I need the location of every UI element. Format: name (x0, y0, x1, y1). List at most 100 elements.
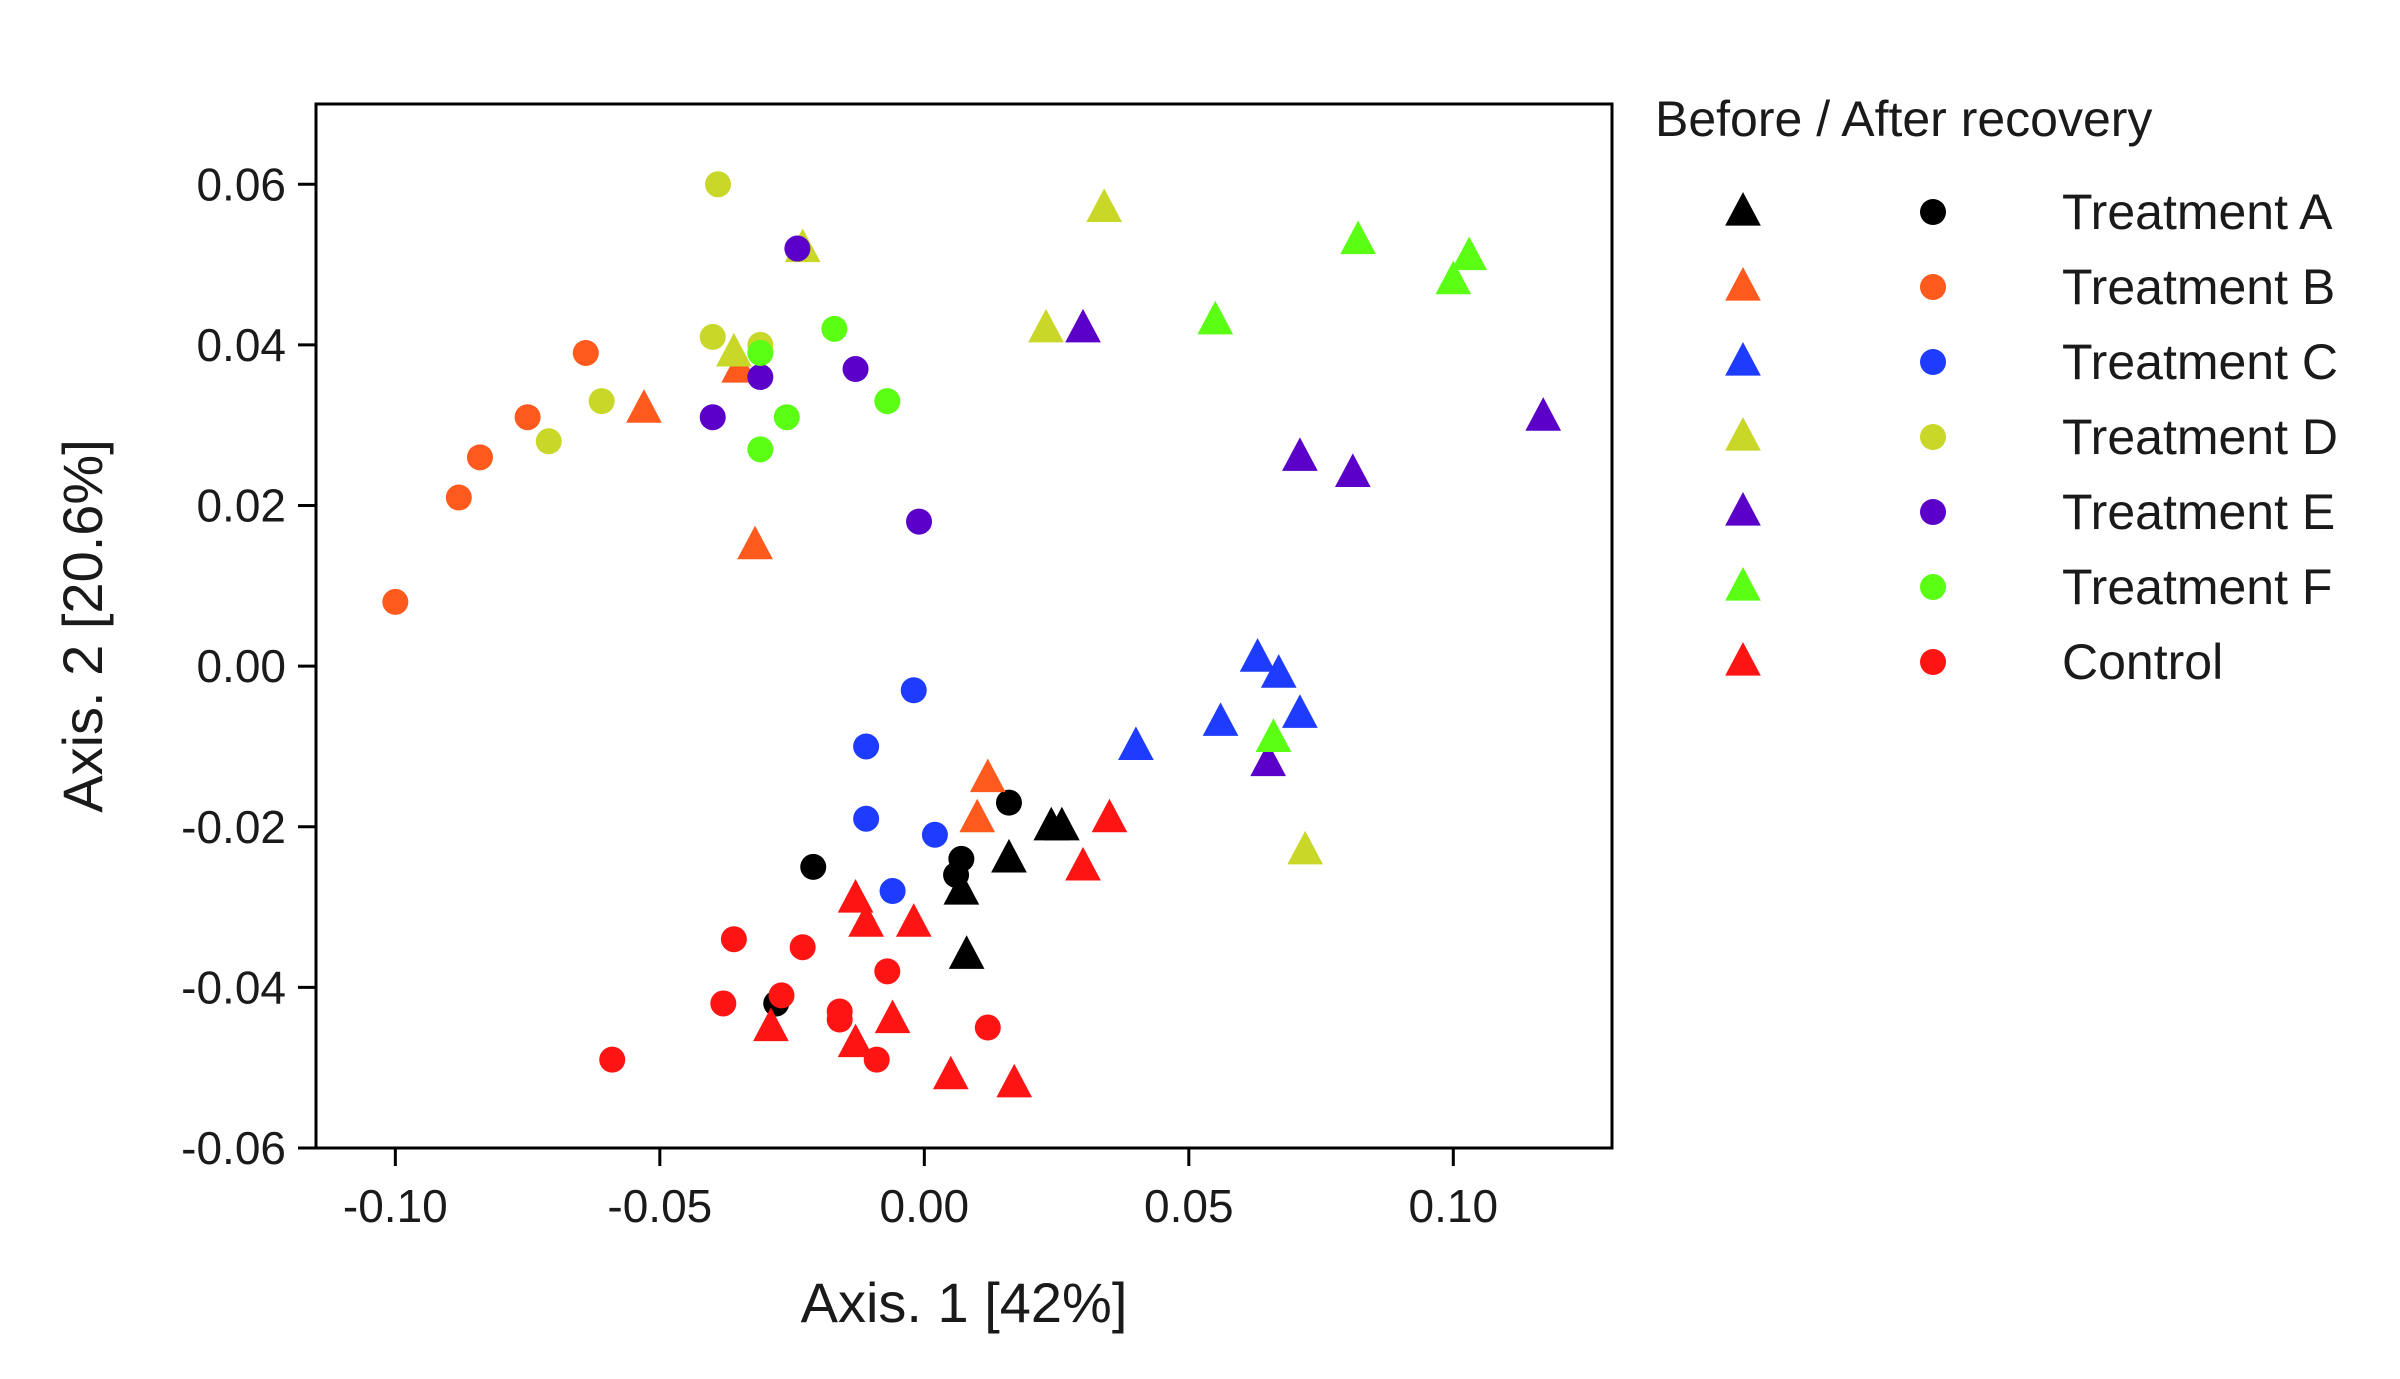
treatment-d-before-point (1287, 830, 1324, 865)
treatment-b-after-point (466, 444, 493, 471)
treatment-c-after-point (853, 733, 880, 760)
treatment-b-after-point (572, 339, 599, 366)
x-tick-label: -0.05 (607, 1180, 712, 1232)
treatment-e-before-point (1282, 437, 1318, 471)
treatment-b-after-point (445, 484, 472, 511)
plot-frame (314, 102, 1614, 1150)
legend-label-treatment-e: Treatment E (2062, 484, 2335, 540)
control-before-point (848, 903, 884, 937)
control-after-point (789, 934, 816, 961)
treatment-c-after-point (921, 821, 948, 848)
treatment-c-after-point (853, 805, 880, 832)
legend-circle-treatment-b (1920, 274, 1946, 300)
treatment-d-after-point (535, 428, 562, 455)
treatment-f-before-point (1451, 236, 1488, 271)
treatment-d-after-point (588, 388, 615, 415)
data-points (382, 171, 1562, 1098)
control-after-point (710, 990, 737, 1017)
x-tick-label: 0.10 (1409, 1180, 1499, 1232)
treatment-b-before-point (959, 798, 996, 833)
treatment-e-after-point (699, 404, 726, 431)
control-before-point (996, 1063, 1033, 1098)
legend: Before / After recovery Treatment A Treat… (1655, 91, 2338, 690)
treatment-c-before-point (1202, 702, 1239, 736)
x-tick-label: -0.10 (343, 1180, 448, 1232)
treatment-a-after-point (995, 789, 1022, 816)
treatment-f-after-point (821, 315, 848, 342)
treatment-d-after-point (699, 323, 726, 350)
treatment-f-after-point (747, 436, 774, 463)
legend-label-treatment-f: Treatment F (2062, 559, 2332, 615)
control-after-point (599, 1046, 626, 1073)
treatment-a-after-point (948, 845, 975, 872)
treatment-e-after-point (906, 508, 933, 535)
y-axis-title: Axis. 2 [20.6%] (51, 439, 114, 813)
x-tick-label: 0.05 (1144, 1180, 1234, 1232)
control-before-point (1065, 846, 1101, 881)
x-axis-title: Axis. 1 [42%] (801, 1271, 1128, 1334)
treatment-b-before-point (969, 758, 1006, 793)
x-tick-label: 0.00 (880, 1180, 970, 1232)
y-tick-label: -0.04 (181, 961, 286, 1013)
legend-circle-treatment-e (1920, 499, 1946, 525)
treatment-d-before-point (716, 332, 752, 367)
control-before-point (1091, 798, 1128, 833)
legend-triangle-treatment-c (1725, 341, 1761, 376)
treatment-b-after-point (514, 404, 541, 431)
treatment-d-before-point (1086, 188, 1123, 222)
y-tick-label: 0.04 (196, 319, 286, 371)
y-tick-label: 0.00 (196, 640, 286, 692)
treatment-b-after-point (382, 588, 409, 615)
treatment-a-before-point (948, 935, 985, 969)
legend-label-treatment-b: Treatment B (2062, 259, 2335, 315)
y-tick-label: -0.06 (181, 1122, 286, 1174)
treatment-a-before-point (943, 870, 980, 905)
treatment-f-after-point (773, 404, 800, 431)
treatment-b-before-point (626, 389, 662, 423)
control-before-point (753, 1007, 789, 1042)
treatment-d-before-point (1028, 308, 1064, 343)
control-after-point (974, 1014, 1001, 1041)
control-before-point (837, 1023, 874, 1058)
control-after-point (768, 982, 795, 1009)
treatment-f-before-point (1435, 260, 1472, 295)
legend-triangle-treatment-a (1725, 191, 1761, 226)
axes: -0.10 -0.05 0.00 0.05 0.10 -0.06 -0.04 -0.02 0.0… (181, 102, 1614, 1232)
treatment-f-before-point (1255, 718, 1292, 752)
treatment-a-after-point (800, 853, 827, 880)
treatment-c-before-point (1260, 654, 1297, 688)
legend-label-control: Control (2062, 634, 2223, 690)
treatment-f-after-point (747, 339, 774, 366)
legend-circle-treatment-f (1920, 574, 1946, 600)
y-tick-label: -0.02 (181, 801, 286, 853)
treatment-c-after-point (900, 677, 927, 704)
y-tick-label: 0.02 (196, 480, 286, 532)
treatment-c-before-point (1239, 638, 1276, 672)
treatment-e-after-point (784, 235, 811, 262)
treatment-e-before-point (1065, 308, 1101, 343)
treatment-c-after-point (879, 878, 906, 905)
legend-triangle-treatment-e (1725, 491, 1761, 526)
legend-circle-treatment-c (1920, 349, 1946, 375)
control-before-point (895, 903, 932, 937)
treatment-c-before-point (1282, 694, 1318, 728)
treatment-a-before-point (1044, 806, 1080, 841)
control-before-point (837, 879, 874, 913)
legend-label-treatment-a: Treatment A (2062, 184, 2333, 240)
treatment-b-before-point (737, 525, 773, 560)
treatment-e-before-point (1525, 397, 1562, 431)
control-after-point (874, 958, 901, 985)
legend-triangle-treatment-d (1725, 416, 1761, 451)
treatment-a-before-point (991, 838, 1027, 873)
control-before-point (874, 999, 911, 1034)
legend-circle-treatment-a (1920, 199, 1946, 225)
treatment-f-before-point (1340, 220, 1376, 255)
treatment-c-before-point (1118, 726, 1154, 761)
legend-circle-control (1920, 649, 1946, 675)
control-after-point (720, 926, 747, 953)
legend-label-treatment-c: Treatment C (2062, 334, 2338, 390)
legend-circle-treatment-d (1920, 424, 1946, 450)
treatment-f-before-point (1197, 300, 1234, 335)
treatment-e-before-point (1334, 453, 1371, 487)
